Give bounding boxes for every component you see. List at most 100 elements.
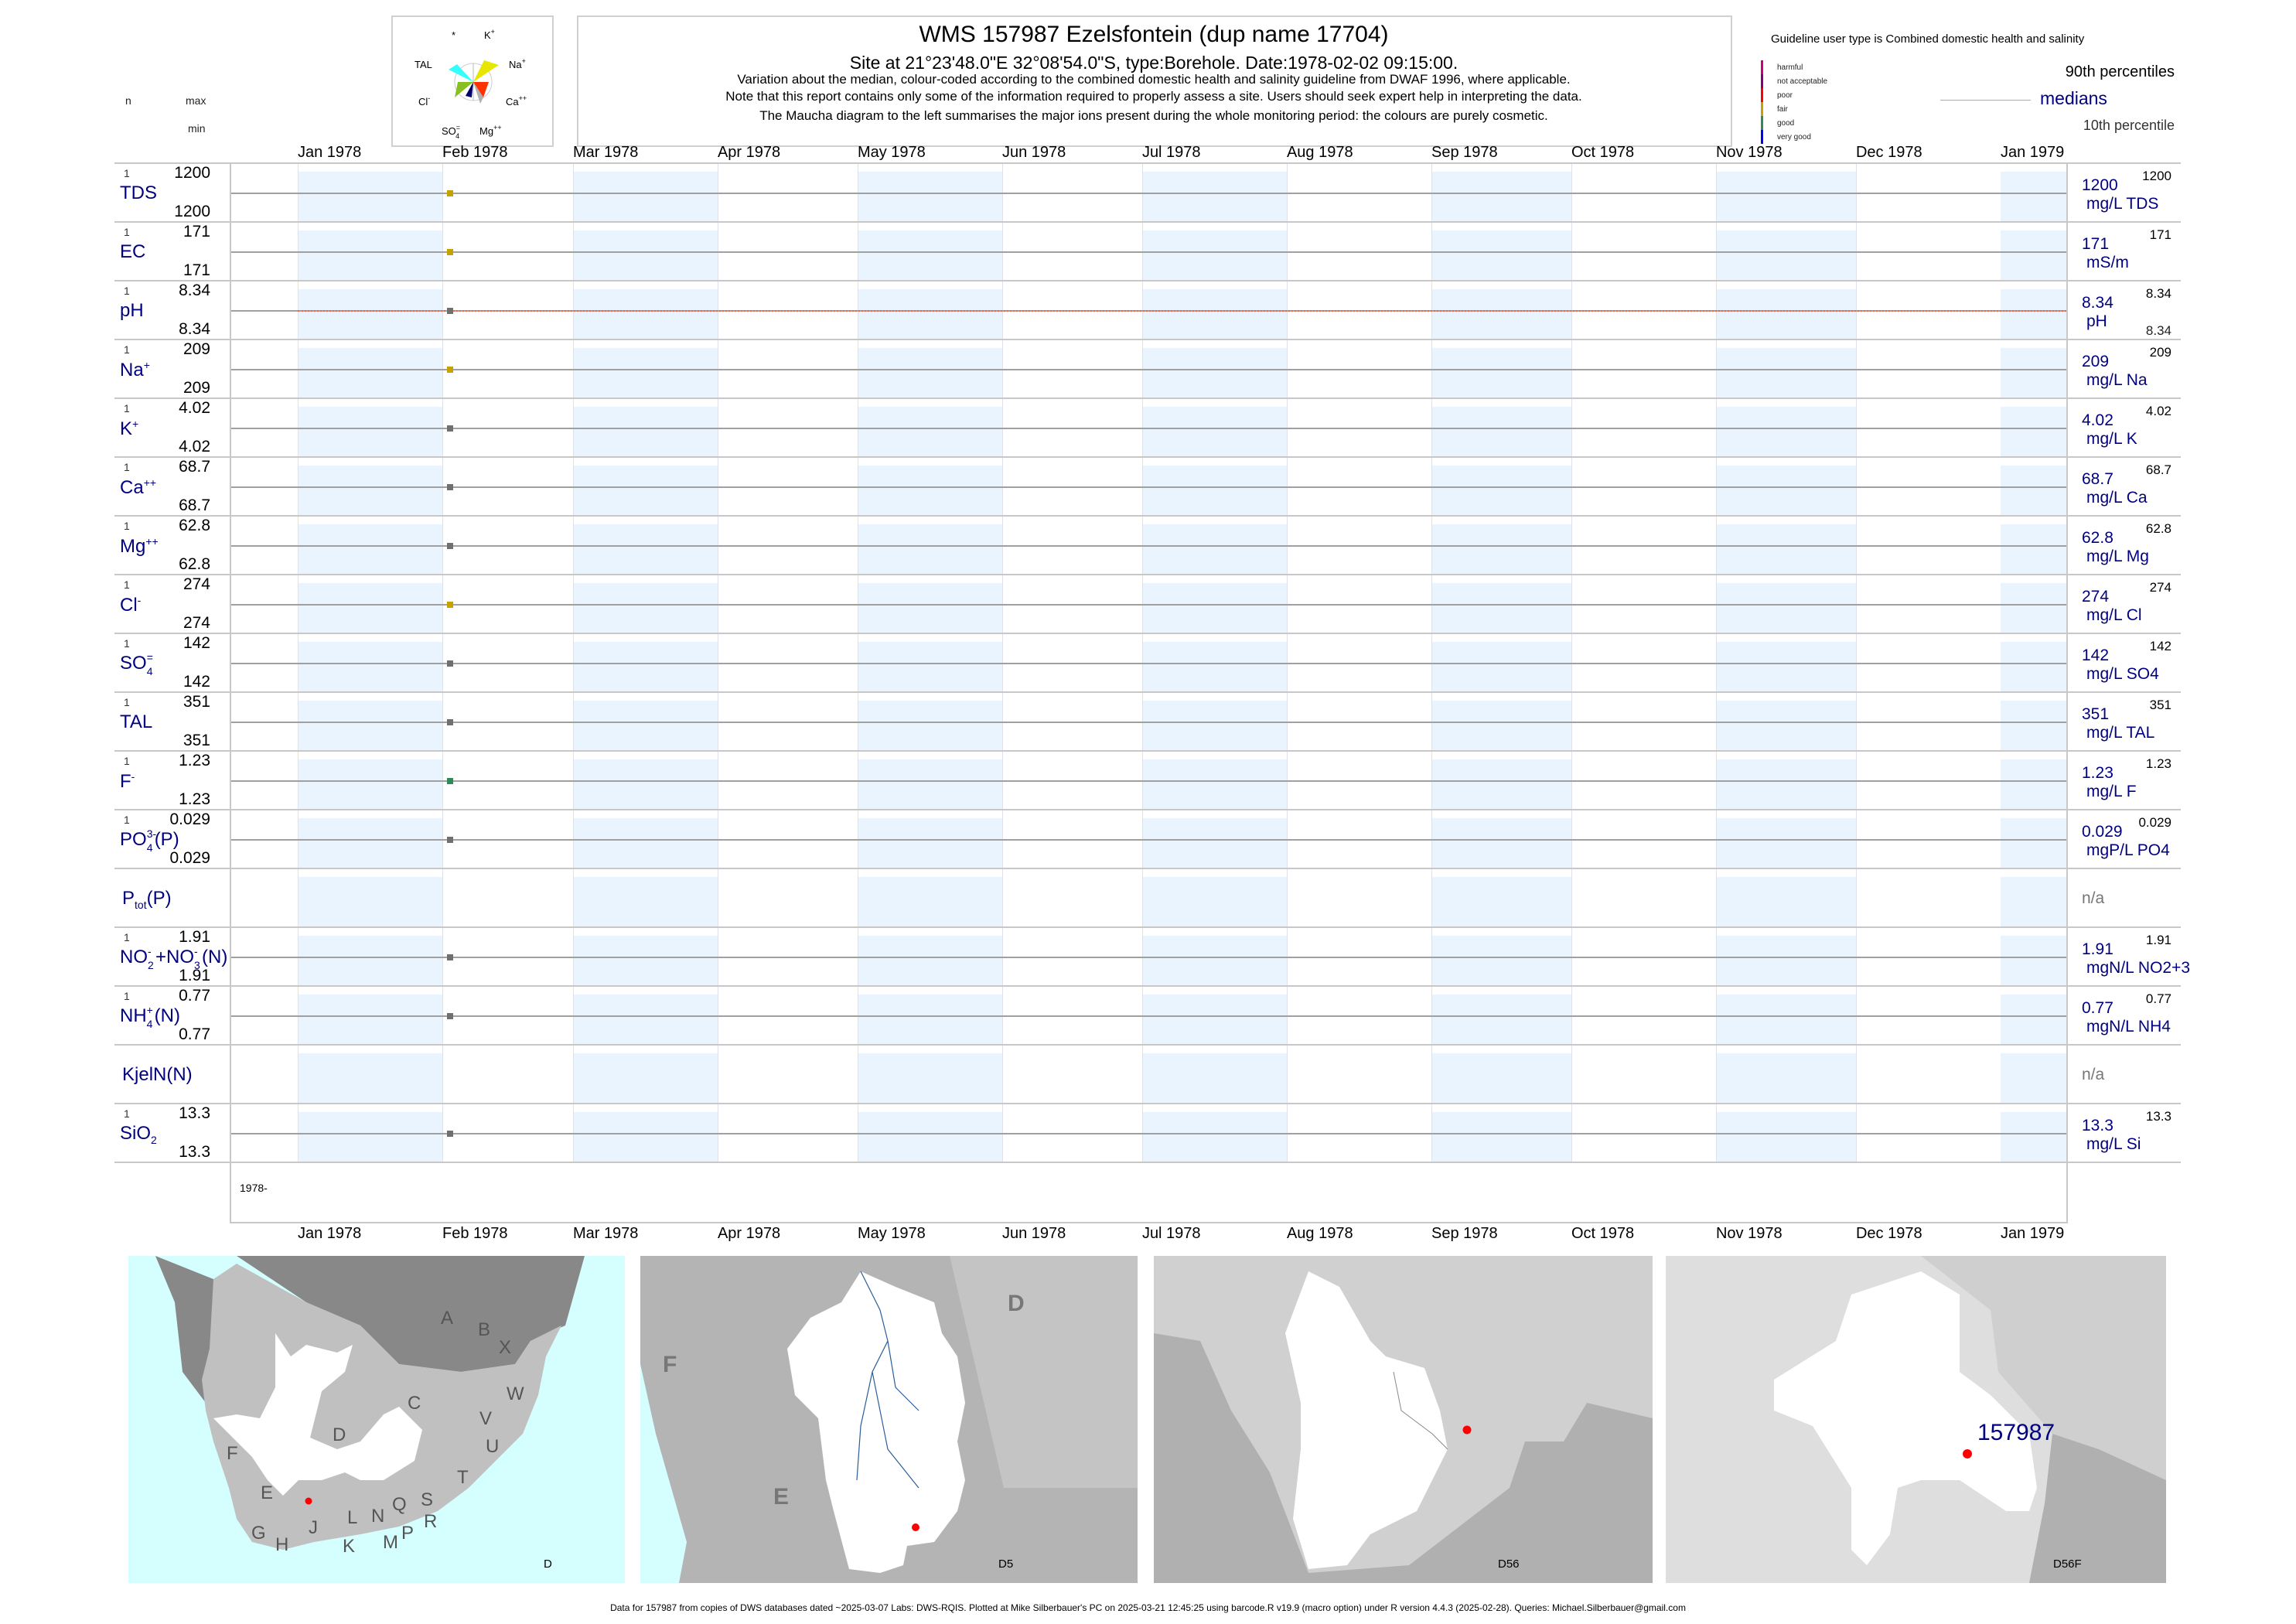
max-value: 0.77: [179, 987, 210, 1005]
month-gridline: [1571, 869, 1572, 928]
title-box: [577, 15, 1732, 147]
p90-value: 13.3: [2145, 1109, 2171, 1124]
parameter-row-F: F- 1 1.23 1.23 1.23 mg/L F 1.23: [114, 750, 2181, 810]
month-label-top: Oct 1978: [1571, 144, 1635, 161]
month-shading: [1141, 407, 1287, 456]
unit-label: mg/L TAL: [2086, 724, 2155, 742]
parameter-name: PO 3- 4 (P): [120, 827, 179, 854]
min-value: 0.77: [179, 1025, 210, 1043]
month-gridline: [1855, 1046, 1857, 1104]
month-shading: [298, 583, 443, 633]
sample-count: 1: [124, 990, 130, 1002]
parameter-row-EC: EC 1 171 171 171 mS/m 171: [114, 221, 2181, 281]
map2-caption: D5: [998, 1557, 1013, 1571]
unit-label: mg/L Si: [2086, 1135, 2141, 1153]
data-point[interactable]: [447, 425, 454, 432]
max-value: 62.8: [179, 517, 210, 534]
map-quaternary-graphic: 157987 D56F: [1666, 1256, 2166, 1583]
unit-label: mgN/L NO2+3: [2086, 959, 2191, 977]
median-line: [230, 1015, 2066, 1017]
min-value: 1200: [174, 203, 210, 220]
month-shading: [1715, 936, 1856, 985]
month-shading: [1431, 1112, 1571, 1162]
month-gridline: [1286, 869, 1288, 928]
min-value: 0.029: [169, 849, 210, 867]
data-point[interactable]: [447, 719, 454, 725]
median-value: 68.7: [2082, 470, 2113, 488]
month-label-bottom: Aug 1978: [1286, 1225, 1353, 1242]
data-point[interactable]: [447, 1131, 454, 1137]
month-shading: [572, 701, 718, 750]
p90-value: 4.02: [2145, 404, 2171, 418]
parameter-name: KjelN(N): [122, 1064, 193, 1085]
month-label-bottom: Jun 1978: [1001, 1225, 1066, 1242]
month-shading: [857, 936, 1002, 985]
month-label-top: Apr 1978: [717, 144, 781, 161]
max-value: 4.02: [179, 399, 210, 417]
column-head-max: max: [186, 94, 206, 107]
month-shading: [2001, 348, 2066, 397]
maucha-diagram-graphic: * K+ TAL Na+ Cl- Ca++ SO= 4 Mg++: [415, 28, 527, 140]
catchment-letter: S: [421, 1489, 433, 1510]
data-point[interactable]: [447, 660, 454, 667]
median-value: 1.23: [2082, 764, 2113, 782]
catchment-letter: P: [401, 1523, 414, 1544]
max-value: 13.3: [179, 1104, 210, 1122]
month-shading: [1431, 407, 1571, 456]
p10-value: 8.34: [2145, 323, 2171, 338]
month-shading: [2001, 289, 2066, 339]
data-point[interactable]: [447, 837, 454, 843]
p90-value: 0.77: [2145, 991, 2171, 1006]
month-shading: [2001, 877, 2066, 926]
parameter-name: SO = 4: [120, 651, 153, 677]
data-point[interactable]: [447, 249, 454, 255]
month-shading: [857, 701, 1002, 750]
median-line: [230, 545, 2066, 547]
month-shading: [298, 701, 443, 750]
month-shading: [1141, 995, 1287, 1044]
p90-value: 1.23: [2145, 756, 2171, 771]
month-shading: [1141, 466, 1287, 515]
max-value: 1200: [174, 164, 210, 182]
median-line: [230, 722, 2066, 723]
data-point[interactable]: [447, 1013, 454, 1019]
data-point[interactable]: [447, 543, 454, 549]
month-shading: [1431, 759, 1571, 809]
parameter-row-PO4: PO 3- 4 (P) 1 0.029 0.029 0.029 mgP/L PO4 0.029: [114, 809, 2181, 869]
data-point[interactable]: [447, 484, 454, 490]
sample-count: 1: [124, 343, 130, 356]
data-point[interactable]: [447, 778, 454, 784]
data-point[interactable]: [447, 602, 454, 608]
month-shading: [572, 466, 718, 515]
site-marker: [912, 1523, 919, 1531]
month-label-bottom: Jul 1978: [1141, 1225, 1201, 1242]
month-shading: [572, 1053, 718, 1103]
legend-class-label: very good: [1777, 133, 1811, 142]
unit-label: mg/L K: [2086, 430, 2137, 448]
column-head-n: n: [125, 94, 131, 107]
data-point[interactable]: [447, 367, 454, 373]
month-shading: [1431, 172, 1571, 221]
min-value: 171: [183, 261, 210, 279]
parameter-row-pH: pH 1 8.34 8.34 8.34 pH 8.34 8.34: [114, 280, 2181, 340]
month-shading: [298, 466, 443, 515]
month-gridline: [298, 869, 299, 928]
data-point[interactable]: [447, 308, 454, 314]
month-shading: [857, 524, 1002, 574]
sample-count: 1: [124, 520, 130, 532]
maucha-mg-wedge: [473, 82, 483, 104]
month-shading: [298, 348, 443, 397]
data-point[interactable]: [447, 190, 454, 196]
parameter-name: Cl-: [120, 594, 142, 616]
data-point[interactable]: [447, 954, 454, 960]
unit-label: mg/L TDS: [2086, 195, 2159, 213]
median-line: [230, 1133, 2066, 1134]
month-gridline: [1715, 1046, 1717, 1104]
month-shading: [298, 172, 443, 221]
catchment-letter: C: [408, 1393, 421, 1414]
footer-credits: Data for 157987 from copies of DWS datab…: [610, 1602, 1686, 1613]
month-shading: [572, 818, 718, 868]
month-shading: [572, 289, 718, 339]
parameter-row-K: K+ 1 4.02 4.02 4.02 mg/L K 4.02: [114, 397, 2181, 458]
maucha-so4-wedge: [466, 82, 473, 97]
